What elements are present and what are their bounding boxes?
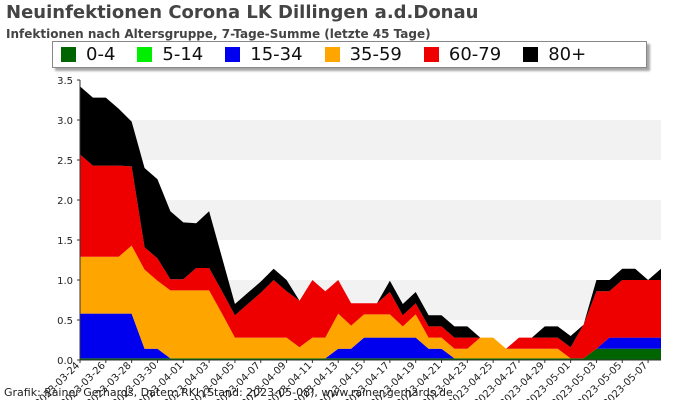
legend-item-35-59: 35-59: [324, 44, 402, 65]
grid-bands: [80, 80, 661, 360]
grid-band: [80, 160, 661, 200]
area-series-35-59: [80, 245, 661, 359]
source-footer: Grafik: Rainer Gerhards, Daten: RKI (Sta…: [4, 386, 453, 399]
legend-swatch-60-79: [423, 47, 439, 62]
area-series-80plus: [80, 86, 661, 349]
legend-label-35-59: 35-59: [349, 44, 402, 65]
y-tick-label: 1.5: [57, 236, 73, 247]
y-tick-label: 1.0: [57, 276, 73, 287]
grid-band: [80, 120, 661, 160]
y-tick-label: 0.5: [57, 316, 73, 327]
legend-item-80plus: 80+: [523, 44, 586, 65]
legend-swatch-0-4: [61, 47, 76, 62]
y-tick-label: 2.5: [57, 156, 73, 167]
legend-item-60-79: 60-79: [423, 44, 502, 65]
legend: 0-4 5-14 15-34 35-59 60-79 80+: [52, 41, 647, 68]
legend-label-80plus: 80+: [548, 44, 587, 65]
legend-item-0-4: 0-4: [61, 44, 115, 65]
grid-band: [80, 80, 661, 120]
stacked-areas: [80, 86, 661, 360]
y-tick-label: 3.0: [57, 116, 73, 127]
legend-swatch-15-34: [225, 47, 241, 62]
legend-item-15-34: 15-34: [225, 44, 303, 65]
y-tick-label: 0.0: [57, 356, 73, 367]
area-series-15-34: [80, 313, 661, 359]
y-tick-label: 3.5: [57, 76, 73, 87]
area-series-0-4: [80, 348, 661, 360]
legend-item-5-14: 5-14: [137, 44, 203, 65]
area-series-60-79: [80, 154, 661, 359]
legend-label-15-34: 15-34: [250, 44, 303, 65]
legend-swatch-80plus: [523, 47, 539, 62]
legend-swatch-5-14: [137, 47, 153, 62]
legend-label-60-79: 60-79: [448, 44, 502, 65]
y-axis: 0.0 0.5 1.0 1.5 2.0 2.5 3.0 3.5: [57, 76, 81, 367]
chart-title: Neuinfektionen Corona LK Dillingen a.d.D…: [6, 2, 479, 23]
legend-swatch-35-59: [324, 47, 340, 62]
y-tick-label: 2.0: [57, 196, 73, 207]
legend-label-0-4: 0-4: [86, 44, 116, 65]
legend-label-5-14: 5-14: [162, 44, 204, 65]
chart-subtitle: Infektionen nach Altersgruppe, 7-Tage-Su…: [6, 27, 431, 41]
